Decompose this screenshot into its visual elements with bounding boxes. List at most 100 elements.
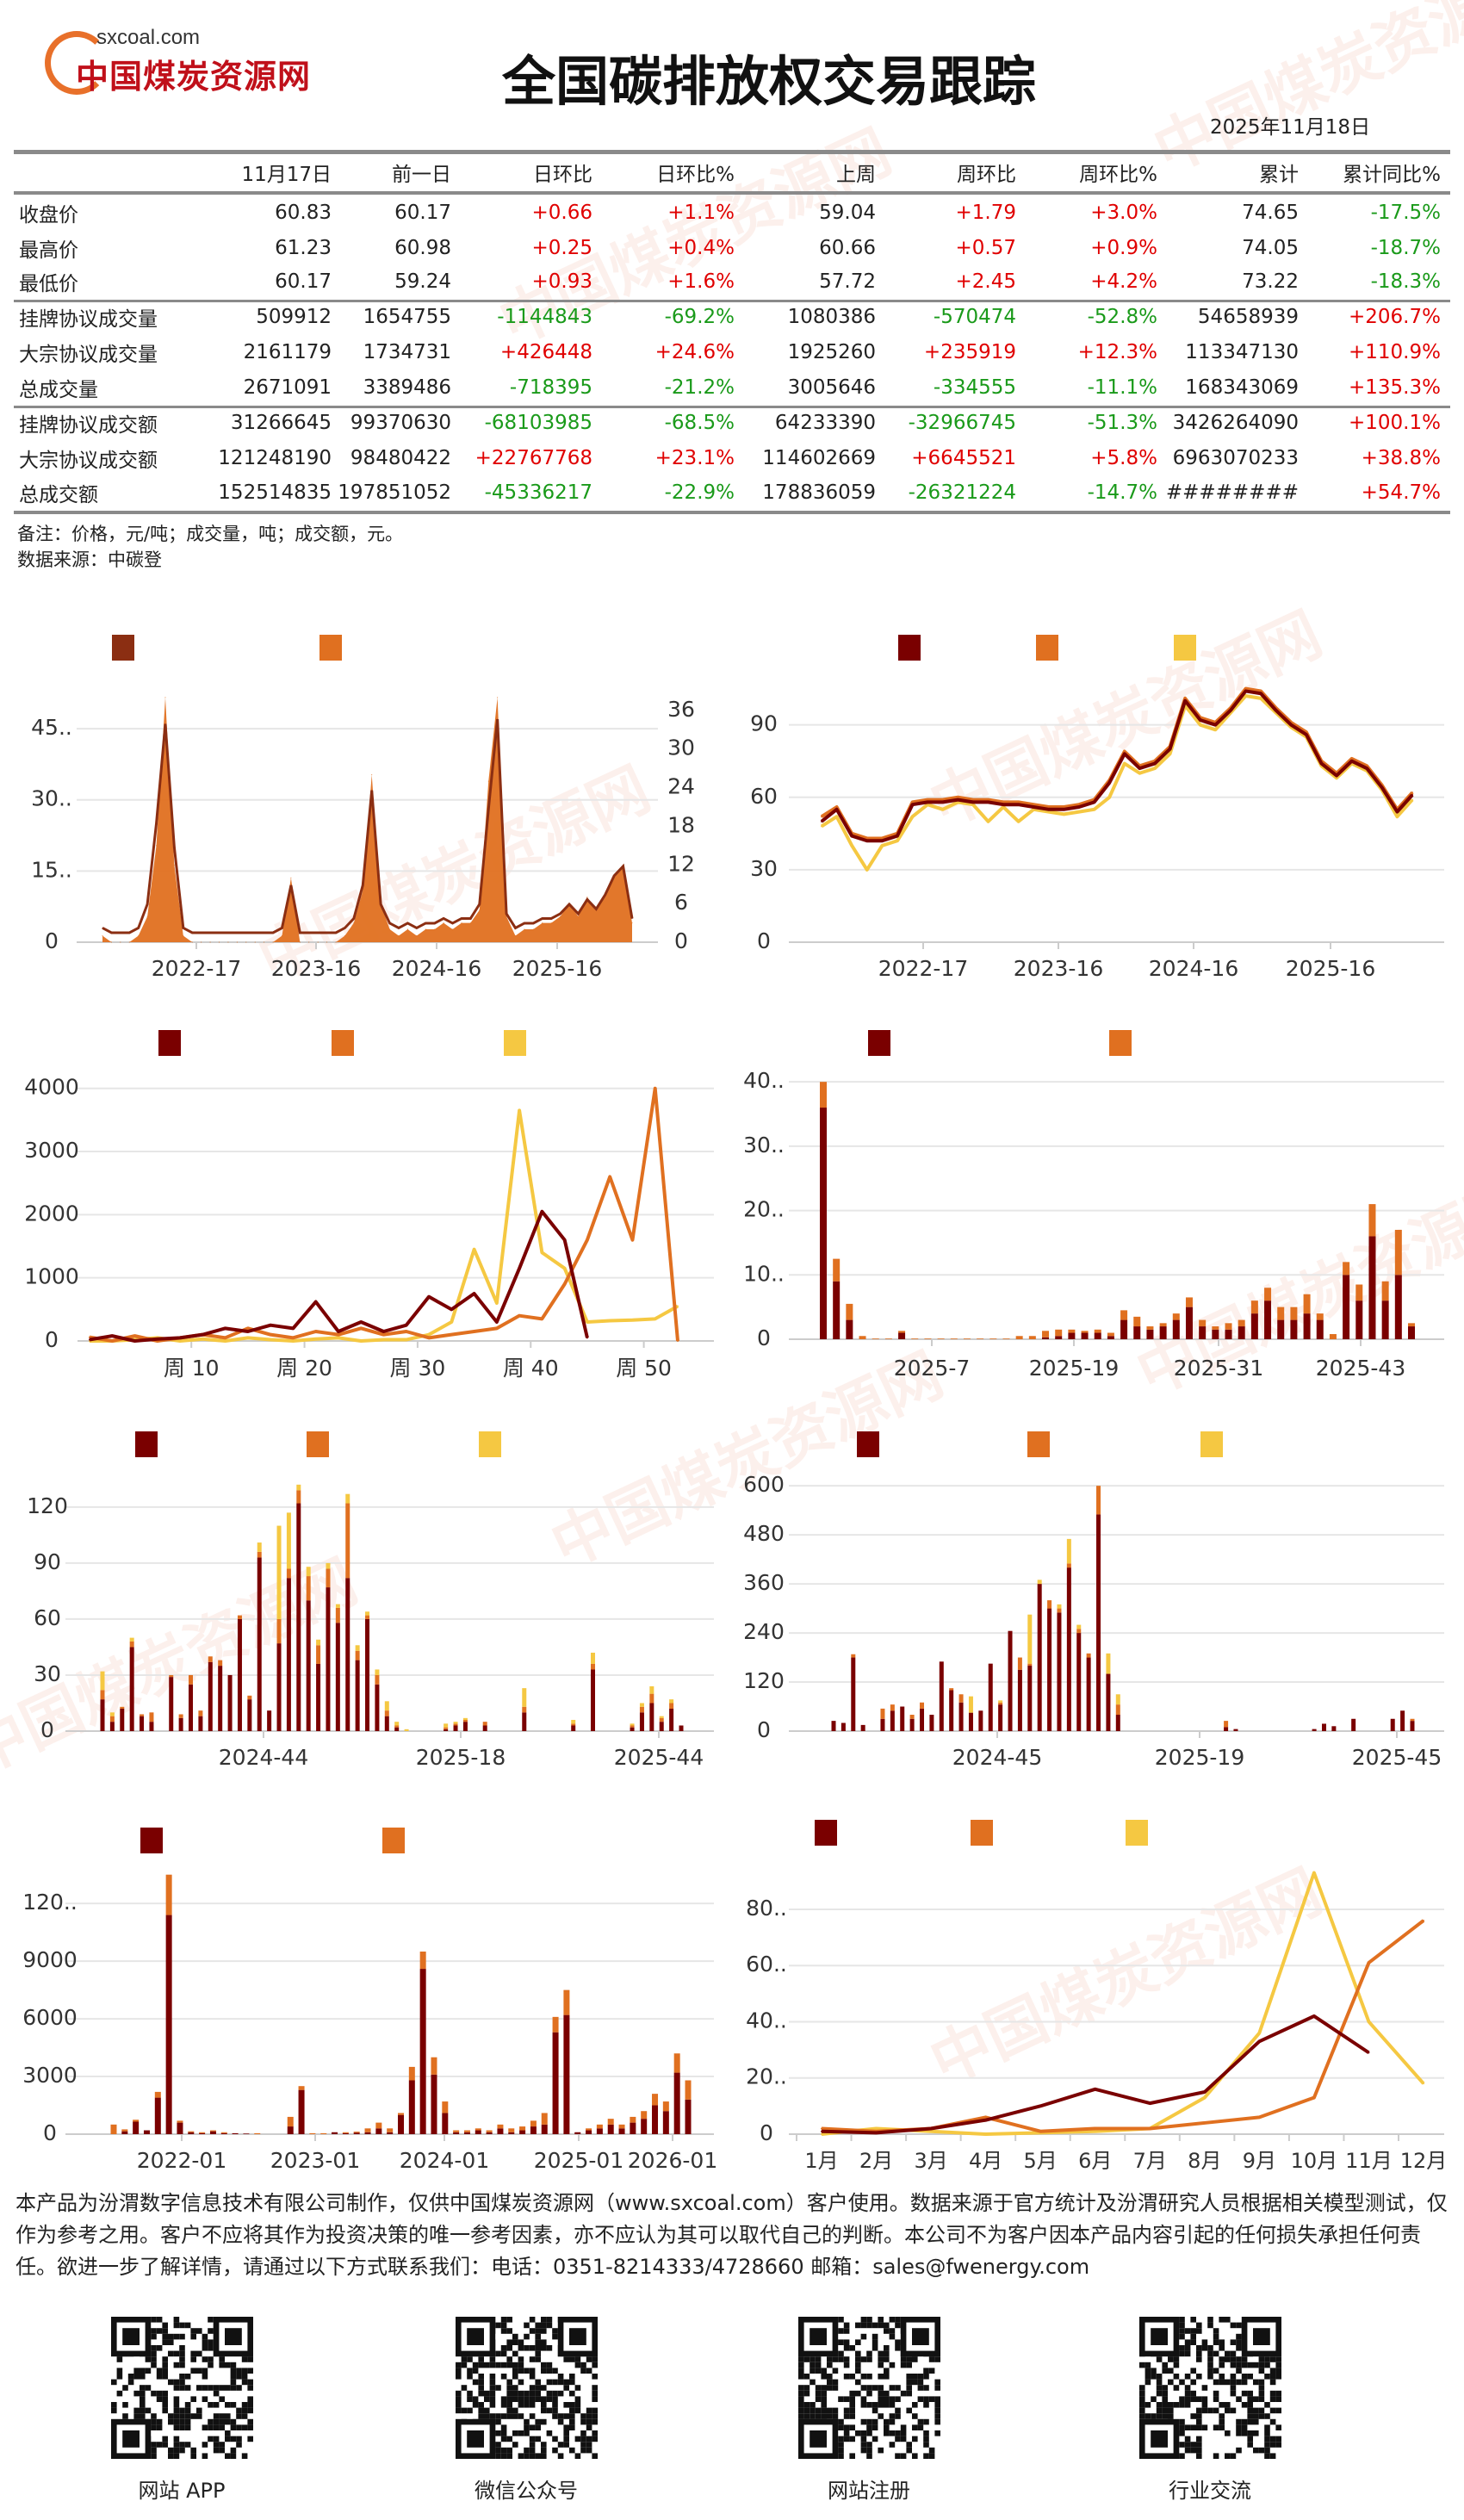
data-point: [927, 801, 929, 804]
bar-segment: [419, 1951, 426, 1970]
x-tick-label: 5月: [1024, 2149, 1058, 2173]
legend-swatch: [898, 635, 921, 661]
bar-segment: [846, 1303, 853, 1320]
y-tick-label: 60: [750, 784, 778, 809]
bar-segment: [968, 1712, 973, 1731]
table-cell: +1.79: [955, 202, 1016, 224]
data-point: [254, 932, 256, 934]
data-point: [927, 804, 929, 806]
bar-segment: [1381, 1281, 1389, 1301]
qr-code-icon[interactable]: [455, 2317, 598, 2459]
data-point: [560, 913, 561, 915]
table-cell: 60.83: [275, 202, 332, 224]
legend-item: [1027, 1431, 1060, 1457]
legend-swatch: [158, 1030, 181, 1056]
table-cell: +1.1%: [667, 202, 735, 224]
table-cell: +0.9%: [1090, 237, 1157, 259]
bar-segment: [462, 1722, 468, 1731]
data-point: [138, 935, 140, 937]
bar-segment: [519, 2130, 526, 2134]
data-point: [550, 917, 552, 919]
bar-segment: [335, 1607, 340, 1623]
table-cell: +5.8%: [1090, 447, 1157, 469]
data-point: [911, 804, 914, 806]
data-point: [631, 922, 633, 924]
data-point: [984, 2116, 987, 2119]
bar-segment: [431, 2074, 437, 2134]
x-tick-label: 周 40: [503, 1356, 559, 1381]
legend-swatch: [112, 635, 134, 661]
data-point: [360, 1327, 363, 1330]
data-point: [219, 932, 220, 934]
bar-segment: [1224, 1721, 1229, 1728]
legend-swatch: [307, 1431, 329, 1457]
qr-code-icon[interactable]: [797, 2317, 940, 2459]
data-point: [865, 840, 868, 842]
bar-segment: [257, 1551, 262, 1558]
data-point: [1320, 762, 1323, 765]
data-point: [1063, 813, 1065, 816]
data-point: [984, 2119, 987, 2121]
bar-segment: [571, 1719, 576, 1724]
qr-label: 行业交流: [1169, 2479, 1251, 2503]
qr-code-icon[interactable]: [110, 2317, 253, 2459]
qr-code-icon[interactable]: [1138, 2317, 1281, 2459]
table-cell: 60.66: [819, 237, 876, 259]
bar-segment: [120, 1708, 125, 1731]
data-point: [1017, 801, 1020, 804]
line-2025: [821, 2014, 1370, 2135]
x-tick-label: 2026-01: [628, 2148, 717, 2173]
data-point: [563, 1267, 566, 1269]
table-cell: -68.5%: [664, 412, 735, 434]
bar-segment: [1057, 1608, 1062, 1613]
data-point: [1063, 808, 1065, 810]
bar-segment: [404, 1729, 409, 1731]
bar-segment: [1394, 1275, 1402, 1339]
bar-segment: [306, 1600, 311, 1731]
data-point: [495, 1321, 498, 1324]
bar-segment: [287, 2116, 294, 2127]
bar-segment: [408, 2066, 415, 2081]
x-tick-label: 2月: [859, 2149, 893, 2173]
bar-segment: [1076, 1624, 1082, 1629]
table-cell: 99370630: [350, 412, 451, 434]
bar-segment: [590, 1652, 595, 1664]
bar-segment: [571, 1725, 576, 1731]
bar-segment: [1264, 1288, 1272, 1301]
data-point: [1017, 820, 1020, 822]
bar-segment: [1212, 1329, 1219, 1339]
bar-segment: [911, 1338, 919, 1339]
legend-item: [815, 1820, 847, 1846]
bar-segment: [296, 1503, 301, 1731]
bar-segment: [394, 1722, 400, 1726]
data-point: [1039, 2130, 1042, 2132]
data-point: [314, 1331, 317, 1333]
column-header: 前一日: [392, 164, 451, 186]
data-point: [631, 917, 633, 919]
bar-segment: [662, 2101, 669, 2112]
y-tick-label: 60..: [746, 1952, 787, 1977]
bar-segment: [649, 1685, 654, 1694]
y-tick-label: 480: [743, 1521, 785, 1546]
bar-segment: [590, 1669, 595, 1731]
data-point: [1094, 2127, 1096, 2130]
y-tick-label: 80..: [746, 1896, 787, 1921]
data-point: [292, 1337, 295, 1339]
legend-item: [971, 1820, 1003, 1846]
bar-segment: [949, 1690, 954, 1731]
data-point: [89, 1336, 90, 1338]
data-point: [299, 941, 301, 943]
bar-segment: [355, 1645, 360, 1651]
table-cell: 61.23: [275, 237, 332, 259]
column-header: 周环比: [957, 164, 1016, 186]
table-cell: -68103985: [484, 412, 592, 434]
bar-segment: [1107, 1336, 1114, 1339]
bar-segment: [276, 1525, 282, 1619]
table-divider: [14, 191, 1450, 195]
bar-segment: [276, 1618, 282, 1644]
bar-segment: [541, 2113, 548, 2125]
data-point: [236, 941, 238, 943]
data-point: [613, 875, 615, 877]
row-label: 大宗协议成交量: [19, 344, 158, 366]
